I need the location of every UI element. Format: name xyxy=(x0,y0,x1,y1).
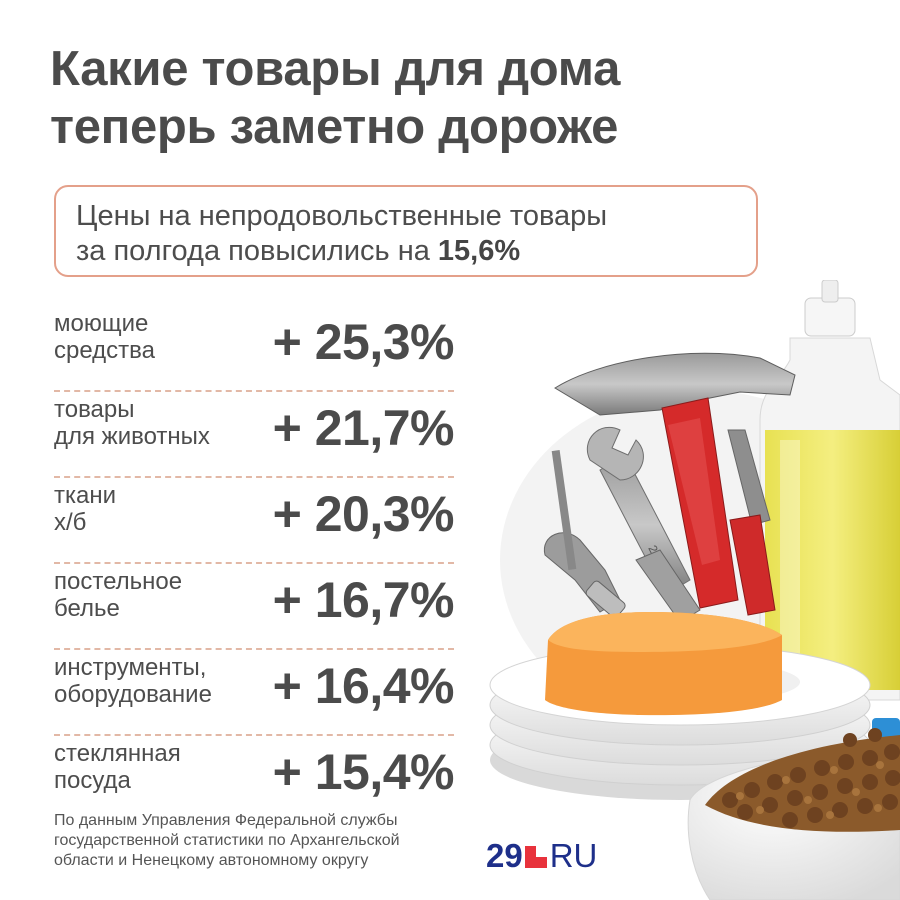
stat-value: + 15,4% xyxy=(272,744,455,800)
stat-row-pet-goods: товары для животных + 21,7% xyxy=(54,392,455,478)
detergent-bottle-icon xyxy=(759,280,900,701)
stat-label-line-2: средства xyxy=(54,337,155,364)
household-goods-illustration: 20 xyxy=(489,280,900,900)
source-line-1: По данным Управления Федеральной службы xyxy=(54,812,398,829)
stat-label: стеклянная посуда xyxy=(54,740,264,794)
summary-line-1: Цены на непродовольственные товары xyxy=(76,200,608,232)
stat-value: + 25,3% xyxy=(272,314,455,370)
stat-label-line-1: ткани xyxy=(54,482,117,509)
stat-label-line-1: инструменты, xyxy=(54,654,207,681)
screwdriver-icon xyxy=(551,450,577,570)
stat-label: инструменты, оборудование xyxy=(54,654,264,708)
stat-label-line-2: х/б xyxy=(54,509,87,536)
stat-row-bed-linen: постельное белье + 16,7% xyxy=(54,564,455,650)
stat-label-line-1: стеклянная xyxy=(54,740,181,767)
stat-value: + 16,4% xyxy=(272,658,455,714)
stat-row-tools: инструменты, оборудование + 16,4% xyxy=(54,650,455,736)
stat-label: товары для животных xyxy=(54,396,264,450)
stat-row-glassware: стеклянная посуда + 15,4% xyxy=(54,736,455,822)
pet-food-bowl-icon xyxy=(687,728,900,900)
stat-label-line-1: постельное xyxy=(54,568,183,595)
title-line-2: теперь заметно дороже xyxy=(50,100,619,154)
stat-label: моющие средства xyxy=(54,310,264,364)
summary-box: Цены на непродовольственные товары за по… xyxy=(54,185,758,277)
stat-label-line-2: белье xyxy=(54,595,120,622)
stat-label-line-1: моющие xyxy=(54,310,149,337)
stat-label-line-2: посуда xyxy=(54,767,131,794)
pliers-icon xyxy=(635,429,776,623)
site-logo[interactable]: 29 RU xyxy=(486,838,597,874)
summary-line-2: за полгода повысились на xyxy=(76,235,438,267)
stat-value: + 16,7% xyxy=(272,572,455,628)
logo-square-icon xyxy=(524,846,547,868)
sponge-icon xyxy=(545,612,782,716)
stat-value: + 20,3% xyxy=(272,486,455,542)
stats-list: моющие средства + 25,3% товары для животны… xyxy=(54,306,455,822)
logo-suffix: RU xyxy=(549,837,598,874)
hammer-icon xyxy=(554,352,796,609)
stat-value: + 21,7% xyxy=(272,400,455,456)
stat-label-line-1: товары xyxy=(54,396,135,423)
page-title: Какие товары для дома теперь заметно дор… xyxy=(50,40,870,156)
stat-label-line-2: для животных xyxy=(54,423,210,450)
summary-highlight: 15,6% xyxy=(437,235,521,267)
adjustable-wrench-icon xyxy=(543,532,626,618)
title-line-1: Какие товары для дома xyxy=(50,42,621,96)
source-line-2: государственной статистики по Архангельс… xyxy=(54,832,400,849)
logo-number: 29 xyxy=(486,837,523,874)
stat-label: постельное белье xyxy=(54,568,264,622)
source-line-3: области и Ненецкому автономному округу xyxy=(54,852,369,869)
stat-row-cotton-fabrics: ткани х/б + 20,3% xyxy=(54,478,455,564)
source-note: По данным Управления Федеральной службы … xyxy=(54,811,474,871)
wrench-icon: 20 xyxy=(586,426,691,596)
stat-row-detergents: моющие средства + 25,3% xyxy=(54,306,455,392)
stat-label-line-2: оборудование xyxy=(54,681,212,708)
stat-label: ткани х/б xyxy=(54,482,264,536)
